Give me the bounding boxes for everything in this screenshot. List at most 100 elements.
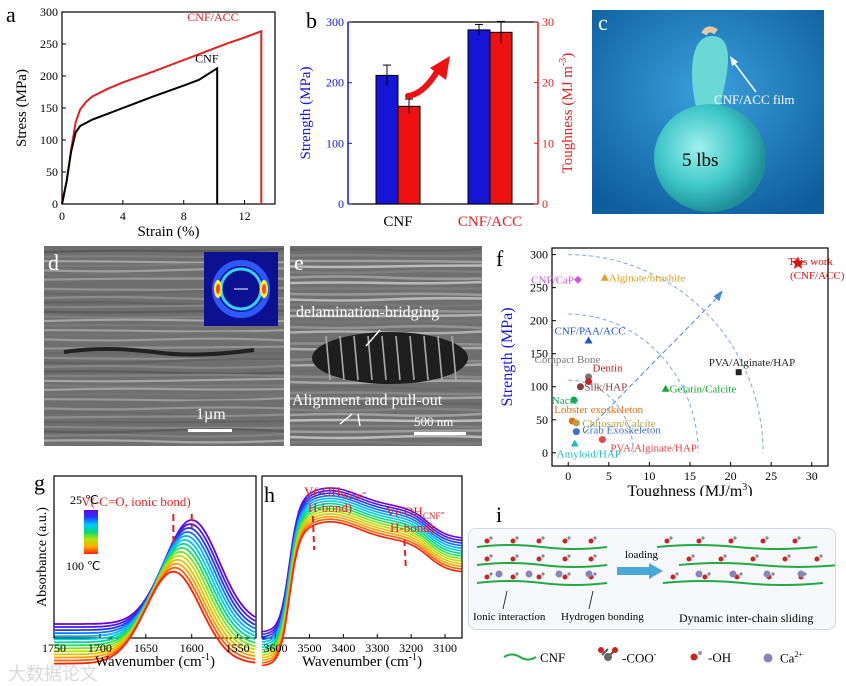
chart-b-strength-toughness: 0 100 200 300 0 10 20 30 CNF CNF/ACC Strength (MPa… [298,15,576,230]
plot-frame-g [53,475,257,639]
xtick-label-f: 20 [725,469,737,483]
calcium-ion [525,570,533,578]
bar-toughness-CNF [397,105,421,205]
oxygen-atom [510,556,516,562]
hydrogen-atom [771,572,775,576]
ytick-label-b: 300 [326,15,344,29]
xlabel-f: Toughness (MJ/m3) [627,482,752,496]
bridging-fibril [381,335,387,381]
series-label-CNF/ACC: CNF/ACC [187,10,238,24]
fiber-layer [44,432,284,438]
hydrogen-atom [567,572,571,576]
calcium-ion [585,570,593,578]
fiber-layer [290,280,482,285]
xtick-label-a: 0 [59,209,65,223]
hydrogen-atom [541,572,545,576]
hydrogen-atom [541,536,545,540]
fiber-layer [44,420,284,424]
hydrogen-atom [739,572,743,576]
ytick-label-f: 150 [530,347,548,361]
cnf-legend-line [503,653,537,661]
ylabel-f: Strength (MPa) [499,307,516,406]
toughness-arc [568,254,764,453]
ftir-curve-g [54,570,256,665]
ca-legend-icon [763,653,773,663]
hydrogen-atom [593,572,597,576]
fiber-layer [290,429,482,434]
oxygen-atom [750,556,756,562]
ytick-label-f: 100 [530,380,548,394]
point-label: Alginate/brushite [609,273,685,285]
point-label: Amyloid/HAP [557,449,621,461]
ytick-label-a: 250 [40,37,58,51]
ytick-label-a: 0 [52,197,58,211]
scalebar-d-label: 1µm [196,406,226,423]
oxygen-atom [664,538,670,544]
ytick-label-a: 150 [40,101,58,115]
fiber-layer [44,329,284,333]
oxygen-atom [536,574,542,580]
annotation-water-h: V(-OHWater- [304,484,366,501]
point-label: Dentin [593,362,623,374]
point-label: Compact Bone [535,354,601,366]
panel-a-label: a [6,2,16,27]
fiber-layer [290,296,482,302]
ytick-label-f: 200 [530,314,548,328]
panel-b-label: b [306,8,317,33]
xtick-label-h: 3300 [365,641,389,655]
fiber-layer [44,331,284,337]
temperature-colorbar [84,510,98,554]
bridging-fibril [451,335,457,381]
alignment-pullout-label: Alignment and pull-out [292,392,443,409]
point-label: Chitosan/Calcite [582,418,655,430]
legend-ca-label: Ca2+ [780,650,803,666]
ytick-label-a: 300 [40,5,58,19]
panel-i-label: i [496,502,503,527]
saxs-pattern-inset [204,252,278,326]
bridging-fibril [437,335,443,381]
film-arrow-icon [730,56,757,93]
chart-g-ftir: V(-C=O, ionic bond)25 ℃ 100 ℃ 1750 1700 1650… [35,475,257,670]
temp-high-label: 100 ℃ [66,559,100,573]
coo-legend-icon [604,653,612,661]
point-triangle [570,439,579,447]
pointer-arrow-icon [357,413,361,427]
sem-image-e: e delamination-bridging Alignment and pu… [290,246,482,446]
point-label: PVA/Alginate/HAP [709,357,796,369]
hydrogen-atom [541,554,545,558]
oxygen-atom [696,538,702,544]
xtick-label-g: 1700 [88,641,112,655]
point-circle [576,383,584,391]
fiber-layer [44,370,284,375]
xtick-label-f: 5 [606,469,612,483]
fiber-layer [44,413,284,419]
plot-frame-a [61,11,276,205]
scalebar-e-label: 500 nm [414,414,454,429]
inter-chain-sliding-label: Dynamic inter-chain sliding [679,611,814,625]
point-label: Silk/HAP [584,382,627,394]
series-line-CNF/ACC [61,29,263,205]
panel-d-label: d [48,250,59,275]
xlabel-g: Wavenumber (cm-1) [95,652,215,670]
chart-f-ashby: 0 50 100 150 200 250 300 0 5 10 15 20 25 30 This work (… [499,247,845,496]
fiber-layer [44,358,284,365]
oxygen-atom [510,538,516,544]
bridging-fibril [339,335,345,381]
cnf-acc-film-label: CNF/ACC film [714,92,795,107]
bridging-fibril [423,335,429,381]
delamination-bridging-label: delamination-bridging [296,304,440,321]
ytick-label-b: 200 [326,76,344,90]
hydrogen-atom [691,554,695,558]
calcium-ion [695,570,703,578]
fiber-layer [290,402,482,406]
loading-arrow-icon [617,563,663,579]
oxygen-atom [718,556,724,562]
bridging-fibril [325,335,331,381]
hydrogen-atom [797,536,801,540]
fiber-layer [44,377,284,383]
point-circle [572,428,580,436]
toughness-arc [568,379,634,453]
oxygen-atom [686,556,692,562]
ylabel2-b: Toughness (MJ m-3) [558,53,576,174]
peak-marker [403,539,407,567]
